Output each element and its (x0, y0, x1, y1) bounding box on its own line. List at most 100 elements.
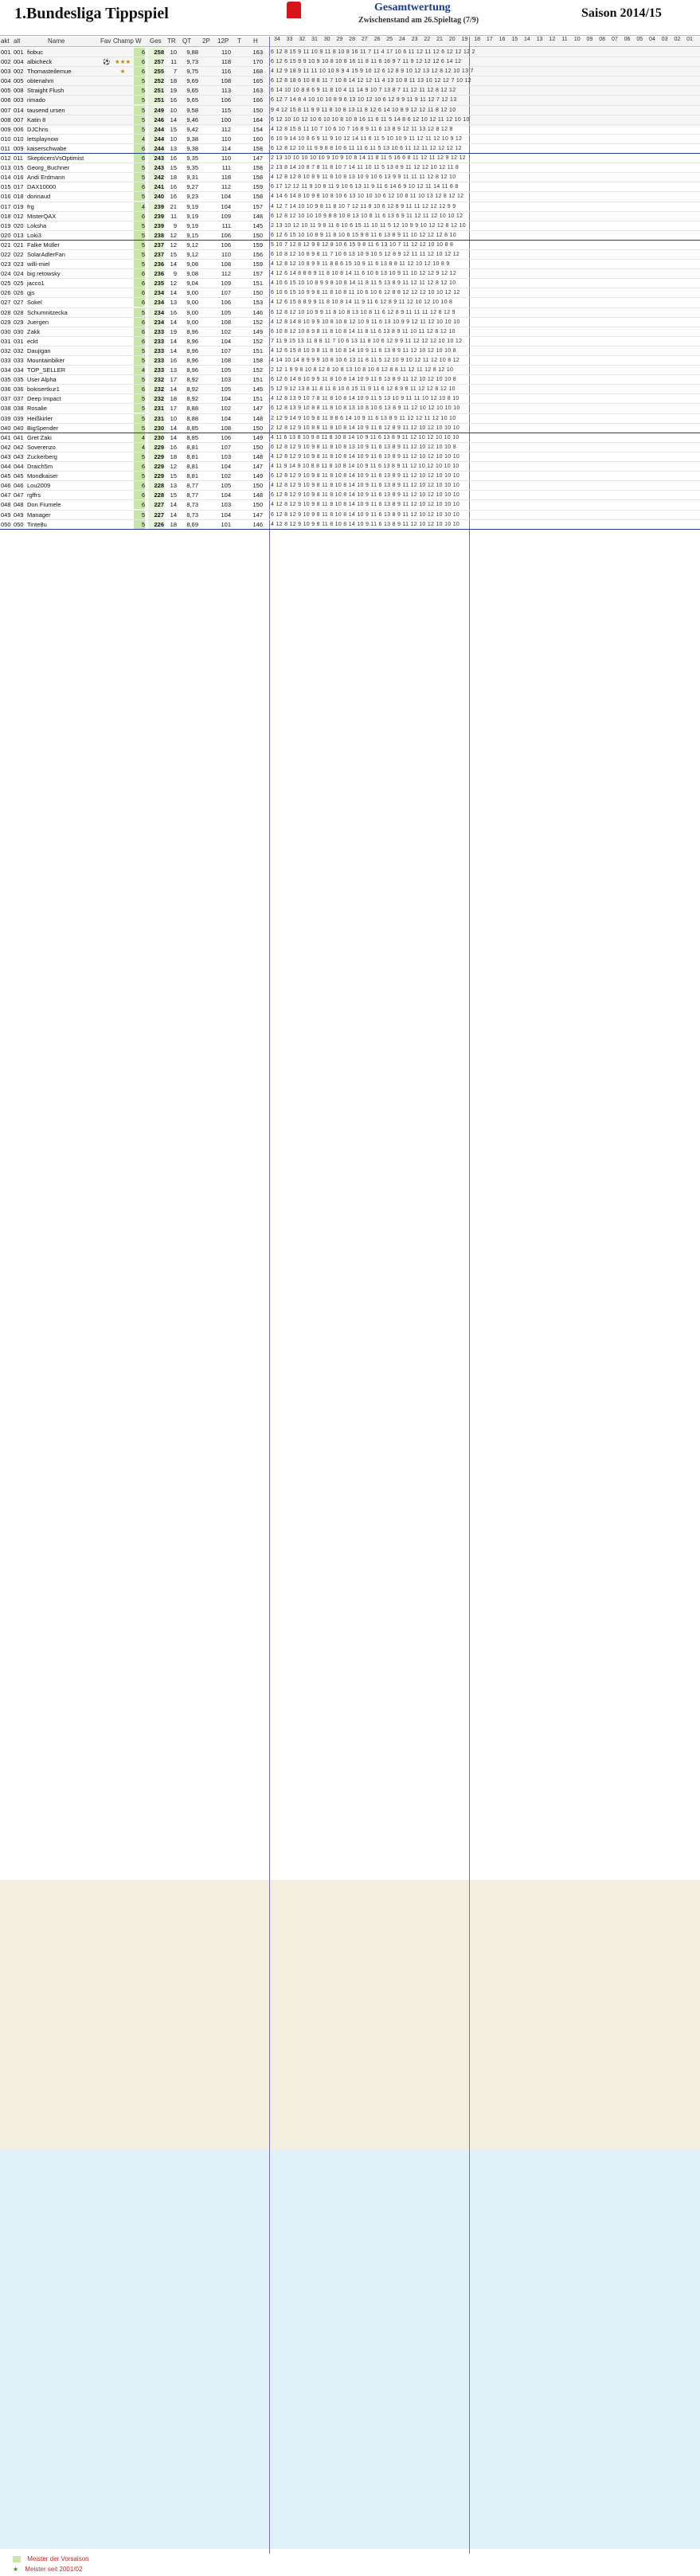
twelve-point-count: 118 (221, 58, 231, 66)
matchday-points: 6 10 9 14 10 8 6 9 11 9 10 12 14 11 6 11… (271, 135, 463, 142)
hits-count: 13 (170, 299, 177, 307)
h-count: 147 (252, 463, 263, 471)
weekly-points: 5 (134, 510, 145, 519)
prev-rank-cell: 028 (14, 308, 24, 316)
player-name: Straight Flush (27, 87, 65, 95)
twelve-point-count: 104 (221, 463, 231, 471)
hits-count: 14 (170, 511, 177, 519)
matchday-points: 4 12 8 12 10 8 9 9 11 8 8 6 15 10 9 11 6… (271, 261, 450, 268)
h-count: 163 (252, 49, 263, 56)
total-points: 226 (148, 519, 164, 529)
twelve-point-count: 105 (221, 366, 231, 374)
twelve-point-count: 100 (221, 115, 231, 123)
total-points: 237 (148, 249, 164, 259)
rank-cell: 044 (1, 463, 11, 471)
table-row: 038 038 Rosalie 5 231 17 8,88 102 147 6 12 8 13 9… (0, 404, 700, 414)
twelve-point-count: 106 (221, 299, 231, 307)
matchday-points: 6 12 8 12 9 10 9 8 11 8 10 8 14 10 9 11 … (271, 473, 460, 480)
weekly-points: 5 (134, 163, 145, 173)
twelve-point-count: 106 (221, 241, 231, 249)
h-count: 164 (252, 115, 263, 123)
weekly-points: 6 (134, 182, 145, 192)
prev-rank-cell: 026 (14, 289, 24, 297)
prev-rank-cell: 045 (14, 472, 24, 480)
total-points: 229 (148, 452, 164, 461)
hits-count: 18 (170, 452, 177, 460)
twelve-point-count: 110 (221, 155, 231, 162)
total-points: 240 (148, 192, 164, 202)
player-name: Loki3 (27, 231, 41, 239)
table-row: 042 042 Soverenzo 4 229 16 8,81 107 150 6 12 8 12… (0, 442, 700, 452)
table-row: 015 017 DAX10000 6 241 16 9,27 112 159 6 17 12 12… (0, 182, 700, 193)
total-points: 227 (148, 500, 164, 510)
player-name: Deep Impact (27, 395, 61, 403)
matchday-points: 6 12 8 18 6 10 8 8 11 7 10 8 14 12 12 11… (271, 78, 471, 84)
table-row: 006 003 rimado 5 251 16 9,65 106 166 6 12 7 14 8 … (0, 96, 700, 106)
matchday-points: 4 12 6 15 8 10 9 8 11 8 10 8 14 10 9 11 … (271, 347, 456, 354)
player-name: DAX10000 (27, 183, 57, 191)
matchday-points: 7 11 9 15 13 11 8 8 11 7 10 6 13 11 8 10… (271, 338, 463, 344)
twelve-point-count: 106 (221, 231, 231, 239)
matchday-points: 4 11 9 14 9 10 8 8 11 8 10 8 14 10 9 11 … (271, 464, 459, 470)
weekly-points: 5 (134, 356, 145, 365)
h-count: 150 (252, 501, 263, 509)
prev-rank-cell: 014 (14, 106, 24, 114)
total-points: 239 (148, 211, 164, 221)
total-points: 228 (148, 491, 164, 500)
weekly-points: 5 (134, 249, 145, 259)
rank-cell: 046 (1, 482, 11, 490)
total-points: 228 (148, 481, 164, 491)
weekly-points: 6 (134, 462, 145, 472)
player-name: BigSpender (27, 424, 59, 432)
table-row: 043 043 Zuckerberg 5 229 18 8,81 103 148 4 12 8 1… (0, 452, 700, 463)
h-count: 159 (252, 183, 263, 191)
quote-value: 8,88 (186, 405, 198, 413)
player-name: Heißkirler (27, 414, 53, 422)
quote-value: 9,15 (186, 231, 198, 239)
matchday-col: 11 (561, 37, 568, 42)
weekly-points: 5 (134, 519, 145, 529)
rank-cell: 018 (1, 212, 11, 220)
player-name: Georg_Buchner (27, 164, 69, 172)
prev-rank-cell: 024 (14, 270, 24, 278)
hits-count: 19 (170, 327, 177, 335)
h-count: 152 (252, 318, 263, 326)
matchday-col: 16 (499, 37, 506, 42)
quote-value: 8,81 (186, 452, 198, 460)
total-points: 242 (148, 173, 164, 182)
twelve-point-count: 109 (221, 280, 231, 288)
matchday-col: 25 (386, 37, 393, 42)
col-12p: 12P (217, 37, 229, 45)
matchday-col: 05 (636, 37, 643, 42)
prev-rank-cell: 011 (14, 155, 23, 162)
rank-cell: 001 (1, 49, 11, 56)
matchday-points: 4 12 6 14 8 8 8 9 11 8 10 8 14 11 6 10 6… (271, 271, 456, 277)
quote-value: 8,85 (186, 424, 198, 432)
quote-value: 8,92 (186, 386, 198, 393)
rank-cell: 032 (1, 346, 11, 354)
matchday-points: 6 12 8 15 9 11 10 9 11 8 10 8 16 11 7 11… (271, 49, 475, 55)
prev-rank-cell: 047 (14, 491, 24, 499)
rank-cell: 005 (1, 87, 11, 95)
player-name: TOP_SELLER (27, 366, 66, 374)
table-row: 032 032 Daujigan 5 233 14 8,96 107 151 4 12 6 15 … (0, 346, 700, 356)
player-name: Zuckerberg (27, 452, 57, 460)
total-points: 230 (148, 423, 164, 433)
h-count: 158 (252, 144, 263, 152)
player-name: Tinte8u (27, 520, 47, 528)
matchday-status: Zwischenstand am 26.Spieltag (7/9) (358, 16, 479, 25)
player-name: rimado (27, 96, 45, 104)
player-name: eckt (27, 337, 38, 345)
prev-rank-cell: 023 (14, 260, 24, 268)
player-name: Don Fiumele (27, 501, 61, 509)
total-points: 234 (148, 298, 164, 307)
hits-count: 16 (170, 155, 177, 162)
prev-rank-cell: 013 (14, 231, 24, 239)
weekly-points: 6 (134, 298, 145, 307)
h-count: 151 (252, 395, 263, 403)
player-name: Thomasteilemue (27, 68, 72, 76)
quote-value: 8,77 (186, 491, 198, 499)
quote-value: 9,12 (186, 250, 198, 258)
h-count: 166 (252, 96, 263, 104)
quote-value: 9,27 (186, 183, 198, 191)
